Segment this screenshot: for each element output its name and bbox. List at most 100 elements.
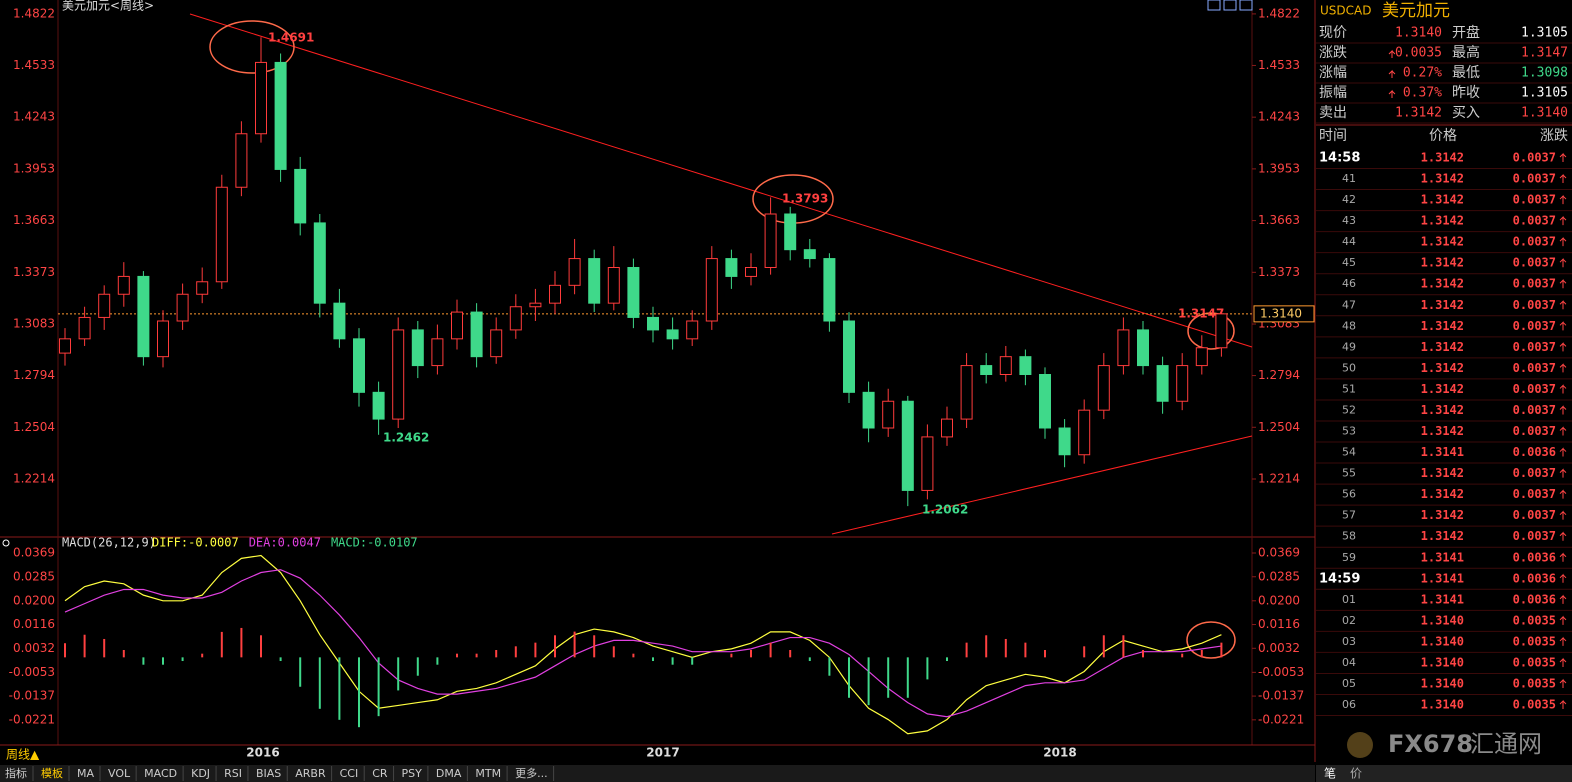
up-arrow (1559, 405, 1567, 415)
quote-value: 1.3105 (1521, 86, 1568, 101)
toolbar-tab[interactable]: RSI (224, 767, 242, 780)
window-button[interactable] (1223, 0, 1237, 11)
y-tick-label: 1.3663 (13, 213, 55, 227)
up-arrow (1559, 615, 1567, 625)
window-button[interactable] (1207, 0, 1221, 11)
tick-change: 0.0037 (1513, 403, 1556, 417)
toolbar-tab[interactable]: MA (77, 767, 94, 780)
tick-price: 1.3141 (1421, 445, 1464, 459)
toolbar-tab[interactable]: BIAS (256, 767, 281, 780)
legend-entry: DEA:0.0047 (249, 536, 321, 550)
candle-body (235, 133, 248, 188)
side-tab[interactable]: 笔 (1324, 766, 1336, 781)
tick-price: 1.3142 (1421, 235, 1464, 249)
tick-change: 0.0037 (1513, 361, 1556, 375)
candle-body (803, 249, 816, 260)
toolbar-tab[interactable]: 指标 (5, 766, 27, 780)
up-arrow (1559, 531, 1567, 541)
tick-price: 1.3140 (1421, 698, 1464, 712)
tick-time: 50 (1342, 361, 1356, 374)
toolbar-tab[interactable]: CCI (340, 767, 359, 780)
x-tick-label: 2018 (1043, 746, 1076, 760)
up-arrow (1559, 300, 1567, 310)
tick-change: 0.0037 (1513, 424, 1556, 438)
candle-body (313, 222, 326, 304)
toolbar-tab[interactable]: 模板 (41, 766, 63, 780)
legend-entry: MACD:-0.0107 (331, 536, 418, 550)
toolbar-tab[interactable]: CR (372, 767, 388, 780)
tick-change: 0.0035 (1513, 677, 1556, 691)
candle-body (686, 320, 699, 340)
tick-price: 1.3142 (1421, 508, 1464, 522)
candle-body (1058, 427, 1071, 456)
quote-label: 昨收 (1452, 85, 1480, 101)
tick-time: 05 (1342, 677, 1356, 690)
quote-label: 振幅 (1319, 85, 1347, 101)
candle-body (843, 320, 855, 393)
candle-body (725, 258, 738, 277)
y-tick-label: 0.0032 (13, 641, 55, 655)
y-tick-label: 1.4243 (1258, 110, 1300, 124)
candle-body (980, 365, 993, 376)
toolbar-tab[interactable]: VOL (108, 767, 131, 780)
tick-time: 01 (1342, 593, 1356, 606)
tick-time: 43 (1342, 214, 1356, 227)
candle-body (999, 356, 1012, 375)
window-button[interactable] (1239, 0, 1253, 11)
candle-body (470, 311, 483, 358)
y-tick-label: -0.0137 (1258, 689, 1304, 703)
logo-brand: FX678 (1388, 730, 1473, 758)
candle-body (1078, 409, 1091, 456)
toolbar-tab[interactable]: DMA (436, 767, 462, 780)
tick-time: 45 (1342, 256, 1356, 269)
toolbar-tab[interactable]: KDJ (191, 767, 210, 780)
tick-time: 56 (1342, 488, 1356, 501)
candle-body (451, 311, 463, 340)
up-arrow (1559, 699, 1567, 710)
candle-body (568, 258, 581, 286)
candle-body (137, 275, 150, 358)
candle-body (117, 275, 130, 295)
tick-header: 涨跌 (1540, 128, 1568, 144)
annotation: 1.3147 (1178, 307, 1224, 321)
candle-body (490, 329, 503, 358)
quote-value: 1.3098 (1521, 66, 1568, 81)
legend-entry: DIFF:-0.0007 (152, 536, 239, 550)
candle-body (196, 281, 209, 295)
quote-value: 0.27% (1403, 66, 1442, 81)
candle-body (901, 400, 914, 491)
period-button[interactable]: 周线▲ (6, 748, 40, 762)
quote-value: 1.3142 (1395, 106, 1442, 121)
y-tick-label: 0.0116 (1258, 617, 1300, 631)
toolbar-tab[interactable]: MACD (144, 767, 177, 780)
toolbar-tab[interactable]: ARBR (295, 767, 326, 780)
toolbar-tab[interactable]: PSY (402, 767, 423, 780)
quote-value: 1.3105 (1521, 26, 1568, 41)
tick-price: 1.3142 (1421, 424, 1464, 438)
candle-body (1176, 365, 1189, 402)
up-arrow (1559, 510, 1567, 520)
indicator-icon[interactable] (2, 539, 10, 547)
trend-line (831, 435, 1253, 535)
y-tick-label: 1.3373 (13, 265, 55, 279)
up-arrow (1559, 384, 1567, 394)
quote-label: 涨跌 (1319, 45, 1347, 61)
tick-price: 1.3142 (1421, 340, 1464, 354)
tick-time: 49 (1342, 340, 1356, 353)
candle-body (921, 436, 934, 491)
y-tick-label: 1.3083 (13, 317, 55, 331)
side-tab[interactable]: 价 (1350, 767, 1362, 781)
toolbar-tab[interactable]: 更多... (515, 766, 548, 780)
candle-body (745, 267, 757, 277)
tick-price: 1.3140 (1421, 634, 1464, 648)
tick-time: 57 (1342, 509, 1356, 522)
quote-label: 最高 (1452, 44, 1480, 61)
tick-price: 1.3142 (1421, 172, 1464, 186)
tick-change: 0.0036 (1513, 571, 1556, 585)
tick-time: 58 (1342, 530, 1356, 543)
toolbar-tab[interactable]: MTM (475, 767, 501, 780)
y-tick-label: 1.2794 (13, 368, 55, 382)
quote-label: 最低 (1452, 65, 1480, 81)
candle-body (509, 306, 522, 331)
up-arrow (1559, 279, 1567, 289)
